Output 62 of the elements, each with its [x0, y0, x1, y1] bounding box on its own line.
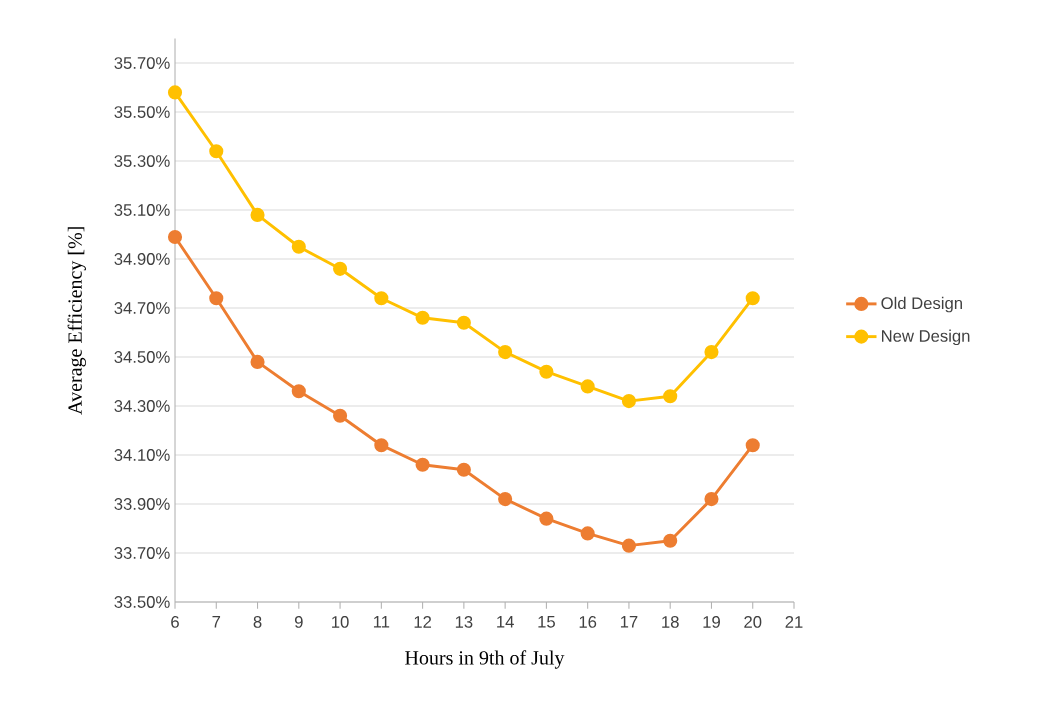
point: [539, 364, 554, 379]
point: [498, 492, 513, 507]
x-tick-label: 16: [579, 616, 597, 628]
x-tick-label: 11: [373, 616, 390, 628]
x-axis-title: Hours in 9th of July: [405, 650, 565, 669]
point: [498, 345, 513, 360]
x-tick-label: 6: [171, 616, 179, 628]
point: [167, 229, 183, 245]
y-tick-label: 35.70%: [114, 57, 170, 69]
point: [374, 438, 389, 453]
y-tick-label: 34.50%: [114, 351, 170, 363]
x-tick-label: 14: [497, 616, 514, 628]
legend-label: New Design: [882, 329, 970, 346]
point: [209, 291, 224, 306]
point: [704, 345, 719, 360]
point: [580, 526, 595, 541]
point: [415, 310, 430, 325]
x-tick-label: 9: [294, 616, 303, 628]
x-tick-label: 10: [332, 616, 349, 628]
point: [291, 384, 306, 399]
x-tick-label: 18: [662, 616, 679, 628]
legend-label: Old Design: [881, 296, 962, 313]
point: [291, 239, 306, 254]
point: [704, 492, 719, 507]
point: [663, 389, 678, 404]
point: [333, 408, 348, 423]
y-tick-label: 34.90%: [114, 253, 170, 265]
point: [209, 144, 224, 159]
point: [250, 207, 265, 222]
x-tick-label: 21: [785, 616, 803, 628]
point: [250, 354, 265, 369]
y-tick-label: 34.10%: [114, 449, 170, 461]
x-tick-label: 20: [744, 616, 762, 628]
y-tick-label: 34.70%: [114, 302, 170, 314]
y-tick-label: 33.50%: [114, 596, 170, 608]
point: [415, 457, 430, 472]
x-tick-label: 17: [620, 616, 638, 628]
point: [621, 538, 637, 553]
x-tick-label: 15: [538, 616, 555, 628]
y-tick-label: 35.10%: [114, 204, 170, 216]
y-tick-label: 33.90%: [114, 498, 170, 510]
x-tick-label: 8: [253, 616, 262, 628]
point: [167, 85, 183, 100]
y-axis-title: Average Efficiency [%]: [67, 227, 86, 415]
y-tick-label: 35.30%: [114, 155, 170, 167]
point: [663, 533, 678, 548]
y-tick-label: 33.70%: [114, 547, 170, 559]
point: [456, 315, 471, 330]
point: [580, 379, 595, 394]
point: [333, 261, 348, 276]
y-tick-label: 35.50%: [114, 106, 170, 118]
x-tick-label: 13: [455, 616, 473, 628]
point: [745, 291, 760, 306]
x-tick-label: 19: [703, 616, 720, 628]
point: [374, 291, 389, 306]
point: [745, 438, 760, 453]
point: [539, 511, 554, 526]
point: [456, 462, 471, 477]
x-tick-label: 12: [414, 616, 432, 628]
point: [621, 394, 637, 409]
x-tick-label: 7: [212, 616, 221, 628]
y-tick-label: 34.30%: [114, 400, 170, 412]
